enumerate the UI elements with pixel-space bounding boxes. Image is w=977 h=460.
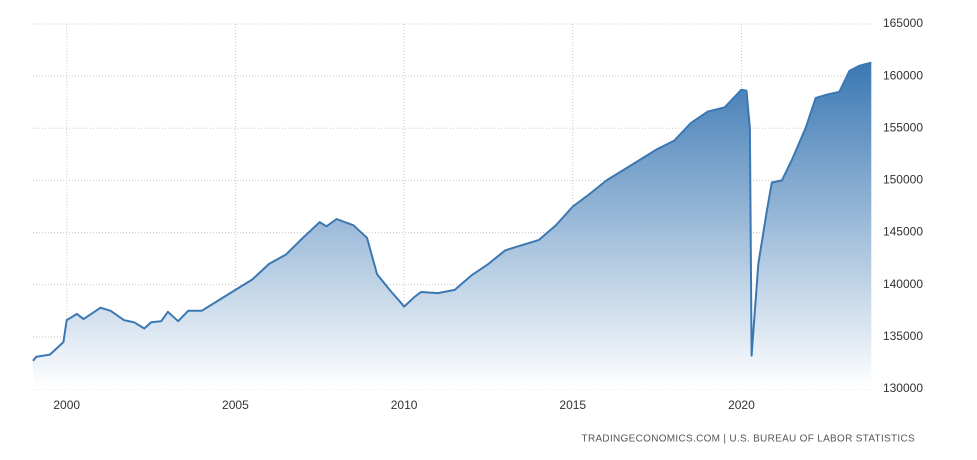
- x-tick-label: 2020: [728, 398, 755, 412]
- y-tick-label: 160000: [883, 68, 923, 82]
- x-tick-label: 2000: [53, 398, 80, 412]
- y-tick-label: 140000: [883, 277, 923, 291]
- area: [33, 62, 872, 389]
- y-tick-label: 155000: [883, 120, 923, 134]
- x-tick-label: 2005: [222, 398, 249, 412]
- y-tick-label: 145000: [883, 225, 923, 239]
- y-tick-label: 135000: [883, 329, 923, 343]
- y-tick-label: 130000: [883, 381, 923, 395]
- source: TRADINGECONOMICS.COM | U.S. BUREAU OF LA…: [582, 434, 915, 445]
- y-tick-label: 165000: [883, 16, 923, 30]
- line: [32, 61, 872, 362]
- x-tick-label: 2010: [391, 398, 418, 412]
- x-tick-label: 2015: [559, 398, 586, 412]
- y-tick-label: 150000: [883, 173, 923, 187]
